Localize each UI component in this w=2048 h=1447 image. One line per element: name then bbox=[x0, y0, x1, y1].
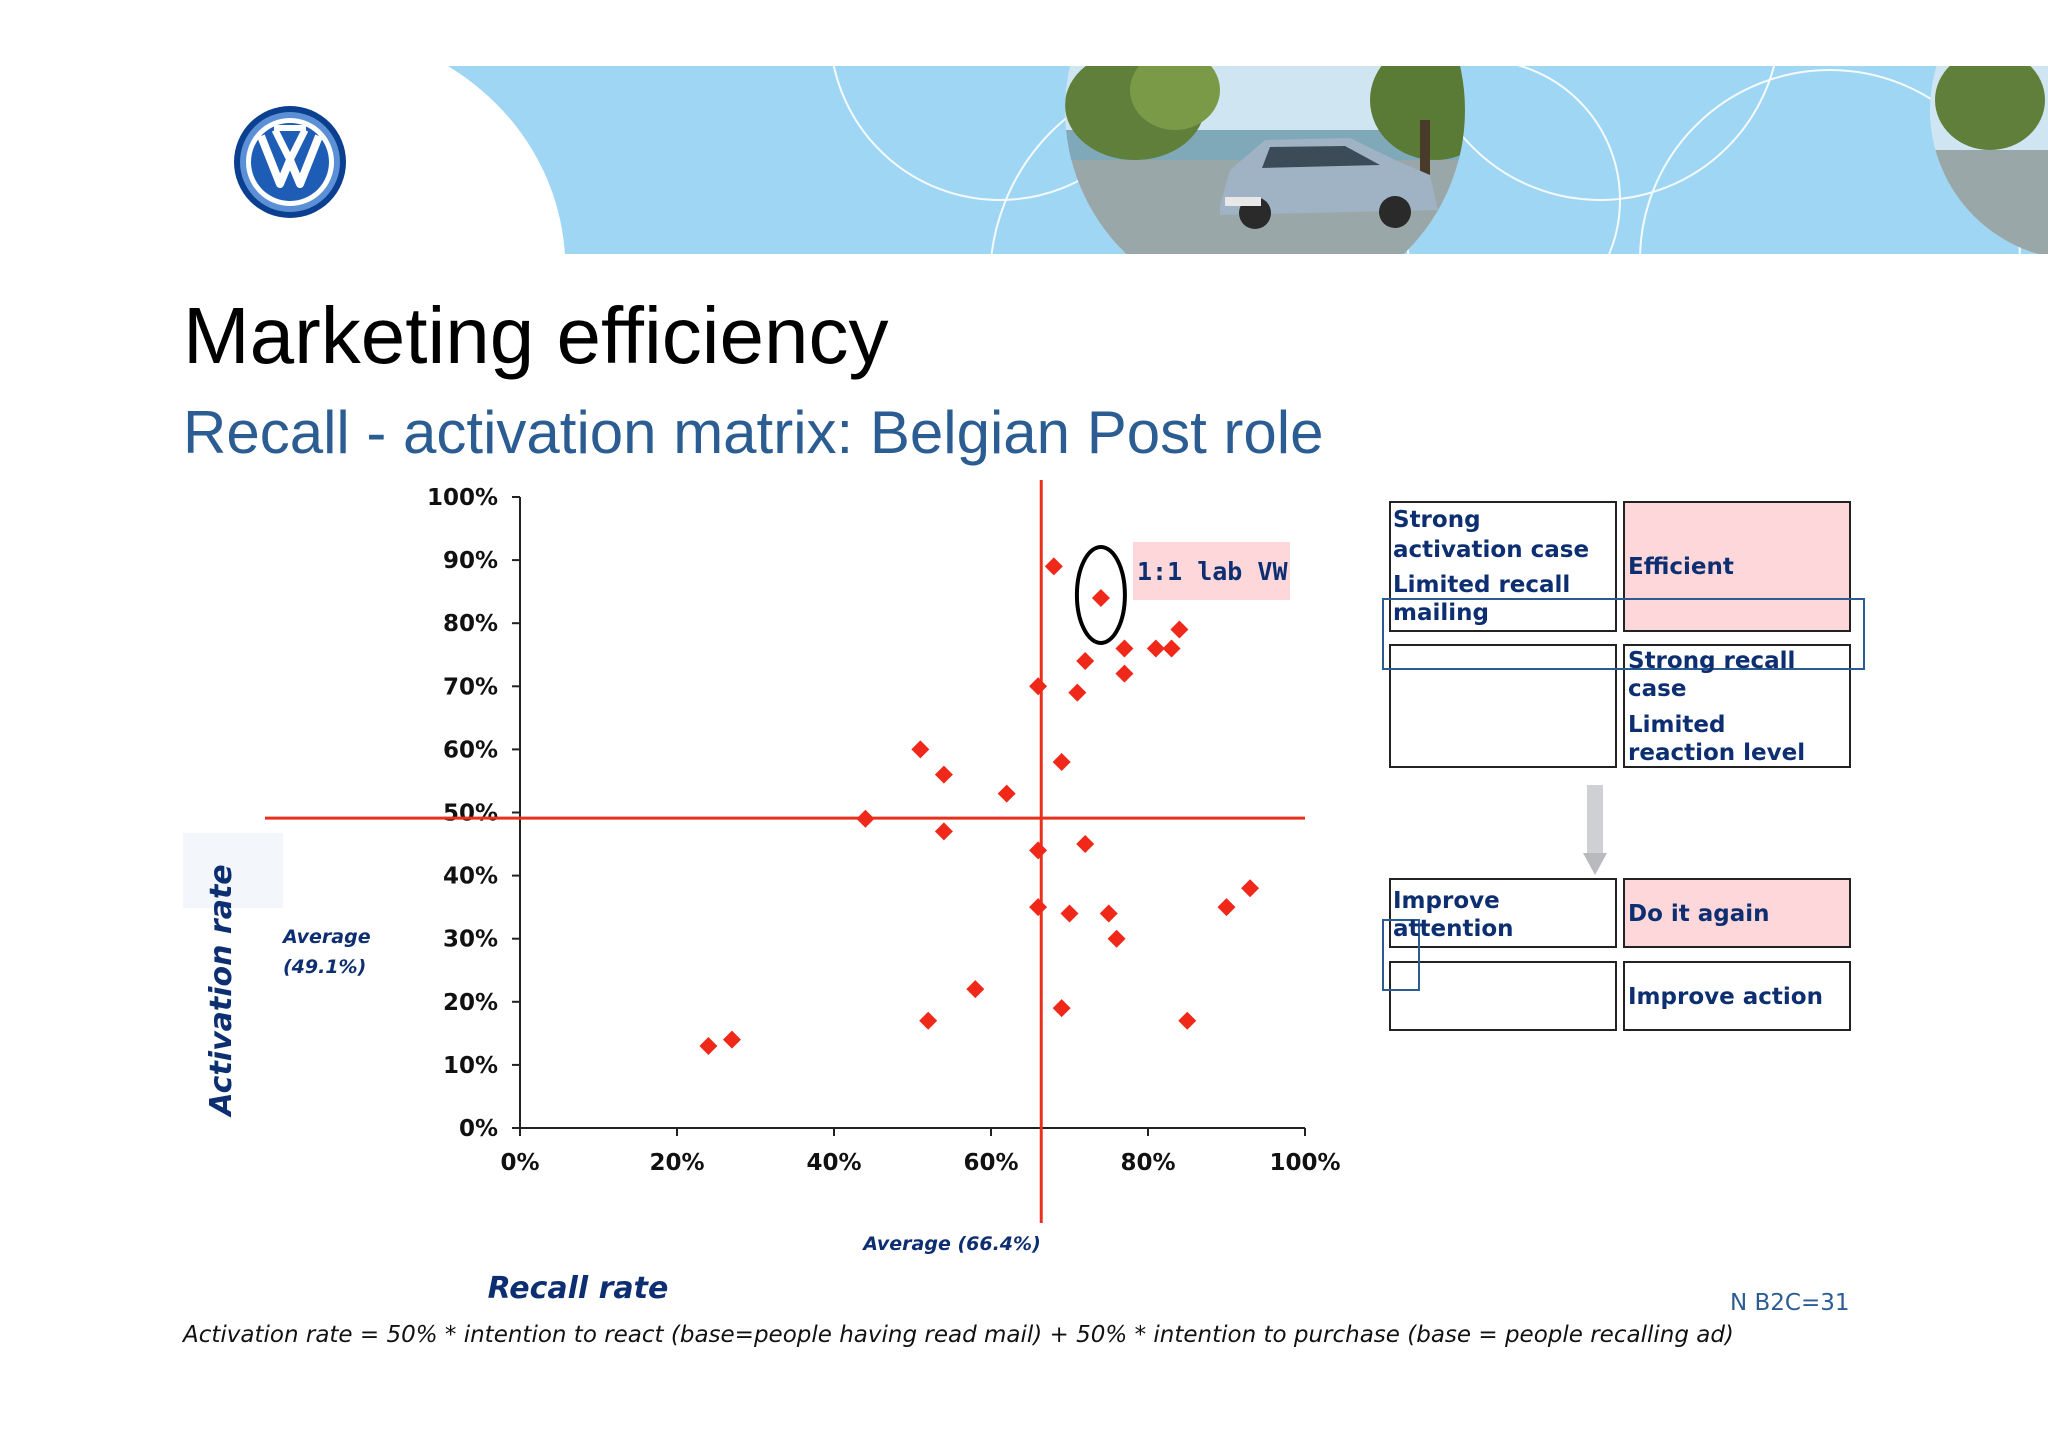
y-average-label-line2: (49.1%) bbox=[283, 956, 366, 978]
y-tick-label: 30% bbox=[443, 927, 498, 953]
x-tick-label: 20% bbox=[649, 1150, 704, 1176]
scatter-point bbox=[1029, 898, 1048, 917]
down-arrow-icon bbox=[1583, 785, 1607, 875]
scatter-point bbox=[1099, 904, 1118, 923]
y-tick-label: 50% bbox=[443, 801, 498, 827]
highlight-outline-row bbox=[1382, 598, 1865, 670]
matrix-box-efficient bbox=[1623, 501, 1851, 632]
y-axis-title: Activation rate bbox=[204, 864, 239, 1117]
strong-recall-line1: Strong recall bbox=[1628, 648, 1796, 674]
volkswagen-logo bbox=[234, 106, 346, 218]
slide-title: Marketing efficiency bbox=[183, 291, 889, 380]
scatter-point bbox=[1052, 999, 1071, 1018]
x-average-label: Average (66.4%) bbox=[861, 1233, 1041, 1255]
scatter-point bbox=[1115, 664, 1134, 683]
x-tick-label: 0% bbox=[500, 1150, 539, 1176]
x-tick-label: 80% bbox=[1120, 1150, 1175, 1176]
scatter-point bbox=[1178, 1011, 1197, 1030]
scatter-point bbox=[1091, 588, 1110, 607]
y-tick-label: 0% bbox=[459, 1116, 498, 1142]
limited-reaction-line1: Limited bbox=[1628, 712, 1726, 738]
scatter-point bbox=[1029, 677, 1048, 696]
scatter-point bbox=[1146, 639, 1165, 658]
scatter-point bbox=[1044, 557, 1063, 576]
header-banner bbox=[234, 66, 2048, 254]
limited-reaction-line2: reaction level bbox=[1628, 740, 1806, 766]
scatter-point bbox=[699, 1036, 718, 1055]
limited-recall-line2: mailing bbox=[1393, 600, 1489, 626]
scatter-point bbox=[1170, 620, 1189, 639]
callout-label-bg bbox=[1133, 542, 1290, 600]
car-photo bbox=[1065, 66, 1465, 254]
scatter-point bbox=[1029, 841, 1048, 860]
scatter-point bbox=[1076, 835, 1095, 854]
y-tick-label: 90% bbox=[443, 548, 498, 574]
strong-activation-line2: activation case bbox=[1393, 537, 1590, 563]
matrix-box-bottom-left bbox=[1389, 961, 1617, 1031]
scatter-point bbox=[722, 1030, 741, 1049]
chart-axes bbox=[512, 496, 1306, 1136]
scatter-point bbox=[997, 784, 1016, 803]
strong-activation-line1: Strong bbox=[1393, 507, 1481, 533]
y-tick-label: 70% bbox=[443, 674, 498, 700]
improve-attention-line1: Improve bbox=[1393, 888, 1500, 914]
matrix-box-empty bbox=[1389, 644, 1617, 768]
strong-recall-line2: case bbox=[1628, 676, 1687, 702]
y-tick-label: 60% bbox=[443, 737, 498, 763]
matrix-box-do-it-again bbox=[1623, 878, 1851, 948]
y-average-label-line1: Average bbox=[281, 926, 371, 948]
scatter-point bbox=[1115, 639, 1134, 658]
x-axis-title: Recall rate bbox=[488, 1271, 669, 1300]
limited-recall-line1: Limited recall bbox=[1393, 572, 1571, 598]
scatter-point bbox=[966, 980, 985, 999]
data-points bbox=[699, 557, 1260, 1055]
matrix-box-strong-recall bbox=[1623, 644, 1851, 768]
highlight-ellipse bbox=[1074, 544, 1127, 645]
scatter-point bbox=[919, 1011, 938, 1030]
scatter-point bbox=[1162, 639, 1181, 658]
y-tick-label: 40% bbox=[443, 864, 498, 890]
highlight-callout: 1:1 lab VW bbox=[1074, 542, 1290, 645]
slide-subtitle: Recall - activation matrix: Belgian Post… bbox=[183, 399, 1324, 466]
callout-label: 1:1 lab VW bbox=[1137, 557, 1288, 586]
scatter-point bbox=[856, 809, 875, 828]
scatter-point bbox=[1068, 683, 1087, 702]
scatter-point bbox=[1052, 753, 1071, 772]
scatter-point bbox=[1107, 929, 1126, 948]
scatter-point bbox=[1060, 904, 1079, 923]
y-tick-label: 80% bbox=[443, 611, 498, 637]
ylabel-highlight bbox=[183, 833, 283, 908]
x-tick-label: 100% bbox=[1269, 1150, 1340, 1176]
y-tick-label: 100% bbox=[427, 485, 498, 511]
improve-action-label: Improve action bbox=[1628, 984, 1823, 1010]
sample-size-label: N B2C=31 bbox=[1730, 1290, 1850, 1316]
scatter-point bbox=[1217, 898, 1236, 917]
x-tick-label: 60% bbox=[963, 1150, 1018, 1176]
improve-attention-line2: attention bbox=[1393, 916, 1514, 942]
scatter-point bbox=[1241, 879, 1260, 898]
scatter-chart: 0% 20% 40% 60% 80% 100% 0% 10% 20% 30% 40% 50% 60% 70… bbox=[183, 480, 1341, 1300]
do-it-again-label: Do it again bbox=[1628, 901, 1770, 927]
matrix-box-improve-attention bbox=[1389, 878, 1617, 948]
chart-tick-labels: 0% 20% 40% 60% 80% 100% 0% 10% 20% 30% 40% 50% 60% 70… bbox=[427, 485, 1341, 1176]
scatter-point bbox=[934, 765, 953, 784]
y-tick-label: 20% bbox=[443, 990, 498, 1016]
x-tick-label: 40% bbox=[806, 1150, 861, 1176]
matrix-box-strong-activation bbox=[1389, 501, 1617, 632]
y-tick-label: 10% bbox=[443, 1053, 498, 1079]
scatter-point bbox=[934, 822, 953, 841]
matrix-box-improve-action bbox=[1623, 961, 1851, 1031]
scatter-point bbox=[1076, 652, 1095, 671]
footnote: Activation rate = 50% * intention to rea… bbox=[183, 1322, 1734, 1348]
scatter-point bbox=[911, 740, 930, 759]
highlight-outline-small bbox=[1382, 919, 1420, 991]
efficient-label: Efficient bbox=[1628, 554, 1734, 580]
